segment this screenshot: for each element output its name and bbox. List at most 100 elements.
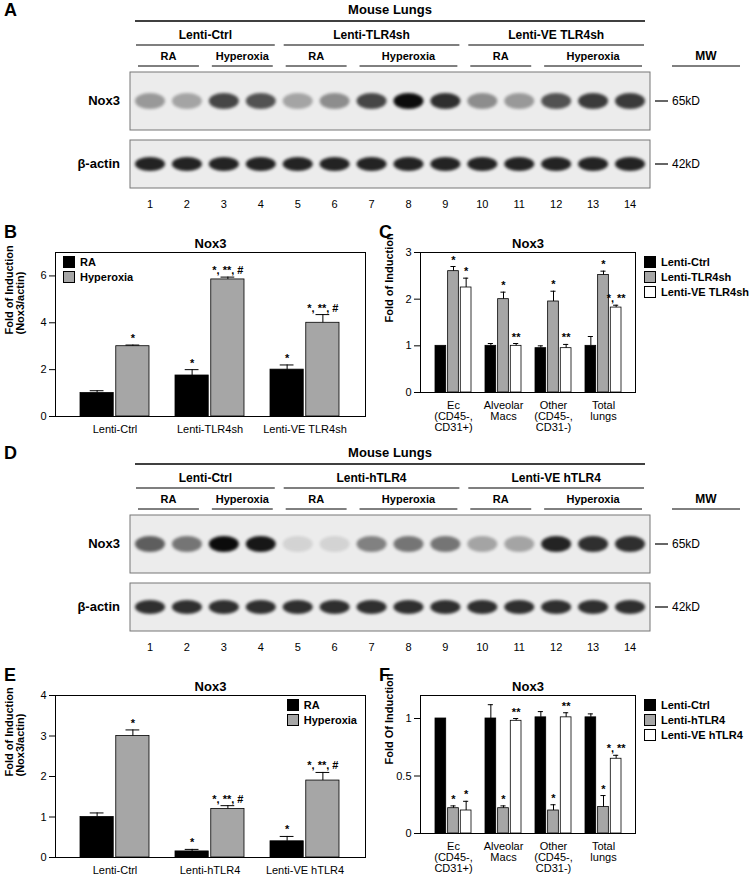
svg-text:Ec(CD45-,CD31+): Ec(CD45-,CD31+) xyxy=(434,399,473,433)
svg-text:11: 11 xyxy=(514,641,525,653)
svg-text:1: 1 xyxy=(405,712,411,724)
svg-text:*: * xyxy=(501,793,506,805)
svg-text:Hyperoxia: Hyperoxia xyxy=(216,50,270,62)
svg-text:Nox3: Nox3 xyxy=(512,679,544,694)
svg-text:*: * xyxy=(601,783,606,795)
svg-text:Other(CD45-,CD31-): Other(CD45-,CD31-) xyxy=(534,840,573,874)
svg-text:Fold Of Induction: Fold Of Induction xyxy=(383,673,395,764)
svg-text:**: ** xyxy=(512,706,521,718)
svg-text:RA: RA xyxy=(161,50,177,62)
svg-text:Nox3: Nox3 xyxy=(88,536,120,551)
svg-text:Hyperoxia: Hyperoxia xyxy=(566,50,620,62)
svg-text:42kD: 42kD xyxy=(672,600,700,614)
svg-text:Totallungs: Totallungs xyxy=(590,840,617,863)
svg-text:0: 0 xyxy=(405,386,411,398)
svg-text:4: 4 xyxy=(258,198,264,210)
svg-text:Mouse Lungs: Mouse Lungs xyxy=(348,445,432,460)
svg-text:10: 10 xyxy=(476,641,488,653)
svg-text:3: 3 xyxy=(221,198,227,210)
svg-text:13: 13 xyxy=(587,641,599,653)
svg-text:Lenti-hTLR4: Lenti-hTLR4 xyxy=(337,471,407,485)
svg-text:6: 6 xyxy=(332,641,338,653)
svg-text:8: 8 xyxy=(405,641,411,653)
svg-text:65kD: 65kD xyxy=(672,94,700,108)
svg-text:Lenti-VE TLR4sh: Lenti-VE TLR4sh xyxy=(263,423,347,435)
svg-text:*: * xyxy=(464,788,469,800)
svg-text:Nox3: Nox3 xyxy=(195,679,227,694)
svg-text:Lenti-TLR4sh: Lenti-TLR4sh xyxy=(177,423,243,435)
svg-text:*: * xyxy=(285,823,290,835)
svg-text:Hyperoxia: Hyperoxia xyxy=(216,493,270,505)
svg-text:2: 2 xyxy=(40,770,46,782)
svg-text:*: * xyxy=(551,278,556,290)
svg-text:*, **, #: *, **, # xyxy=(212,793,243,805)
svg-text:*: * xyxy=(501,279,506,291)
svg-text:MW: MW xyxy=(695,492,717,506)
svg-text:7: 7 xyxy=(368,198,374,210)
svg-text:*: * xyxy=(190,836,195,848)
svg-text:10: 10 xyxy=(476,198,488,210)
svg-text:0: 0 xyxy=(405,827,411,839)
svg-text:9: 9 xyxy=(442,641,448,653)
svg-text:Nox3: Nox3 xyxy=(195,236,227,251)
svg-text:2: 2 xyxy=(184,198,190,210)
svg-text:Hyperoxia: Hyperoxia xyxy=(382,50,436,62)
svg-text:3: 3 xyxy=(221,641,227,653)
svg-text:Mouse Lungs: Mouse Lungs xyxy=(348,2,432,17)
svg-text:MW: MW xyxy=(695,49,717,63)
svg-text:65kD: 65kD xyxy=(672,537,700,551)
svg-text:14: 14 xyxy=(624,641,636,653)
svg-text:8: 8 xyxy=(405,198,411,210)
svg-text:12: 12 xyxy=(550,198,562,210)
svg-text:*: * xyxy=(451,793,456,805)
svg-text:RA: RA xyxy=(308,493,324,505)
svg-text:Lenti-VE hTLR4: Lenti-VE hTLR4 xyxy=(511,471,601,485)
svg-text:4: 4 xyxy=(40,689,46,701)
svg-text:**: ** xyxy=(512,331,521,343)
svg-text:Lenti-Ctrl: Lenti-Ctrl xyxy=(93,864,138,876)
svg-text:6: 6 xyxy=(332,198,338,210)
svg-text:14: 14 xyxy=(624,198,636,210)
svg-text:1: 1 xyxy=(147,198,153,210)
svg-text:Ec(CD45-,CD31+): Ec(CD45-,CD31+) xyxy=(434,840,473,874)
svg-text:*: * xyxy=(551,792,556,804)
svg-text:6: 6 xyxy=(40,269,46,281)
svg-text:Nox3: Nox3 xyxy=(88,93,120,108)
svg-text:*, **, #: *, **, # xyxy=(307,302,338,314)
svg-text:1: 1 xyxy=(147,641,153,653)
svg-text:*, **, #: *, **, # xyxy=(212,264,243,276)
svg-text:4: 4 xyxy=(258,641,264,653)
svg-text:3: 3 xyxy=(40,730,46,742)
svg-text:5: 5 xyxy=(295,641,301,653)
svg-text:Lenti-Ctrl: Lenti-Ctrl xyxy=(93,423,138,435)
svg-text:AlveolarMacs: AlveolarMacs xyxy=(484,840,524,863)
svg-text:Lenti-hTLR4: Lenti-hTLR4 xyxy=(180,864,241,876)
svg-text:*: * xyxy=(464,265,469,277)
svg-text:Totallungs: Totallungs xyxy=(590,399,617,422)
svg-text:4: 4 xyxy=(40,316,46,328)
svg-text:*: * xyxy=(601,258,606,270)
svg-text:β-actin: β-actin xyxy=(77,156,120,171)
svg-text:Fold of Induction: Fold of Induction xyxy=(383,233,395,322)
svg-text:*: * xyxy=(131,717,136,729)
svg-text:RA: RA xyxy=(493,50,509,62)
svg-text:Fold of Induction(Nox3/actin): Fold of Induction(Nox3/actin) xyxy=(3,687,26,776)
svg-text:*: * xyxy=(131,332,136,344)
svg-text:**: ** xyxy=(562,700,571,712)
svg-text:Lenti-VE hTLR4: Lenti-VE hTLR4 xyxy=(266,864,344,876)
svg-text:RA: RA xyxy=(161,493,177,505)
svg-text:RA: RA xyxy=(493,493,509,505)
svg-text:1: 1 xyxy=(405,339,411,351)
svg-text:Nox3: Nox3 xyxy=(512,236,544,251)
svg-text:*, **: *, ** xyxy=(607,292,627,304)
svg-text:0.5: 0.5 xyxy=(396,770,411,782)
svg-text:Lenti-TLR4sh: Lenti-TLR4sh xyxy=(333,28,410,42)
svg-text:2: 2 xyxy=(40,363,46,375)
svg-text:12: 12 xyxy=(550,641,562,653)
svg-text:Hyperoxia: Hyperoxia xyxy=(382,493,436,505)
svg-text:3: 3 xyxy=(405,246,411,258)
svg-text:42kD: 42kD xyxy=(672,157,700,171)
svg-text:*, **: *, ** xyxy=(607,742,627,754)
svg-text:Lenti-Ctrl: Lenti-Ctrl xyxy=(179,471,232,485)
svg-text:0: 0 xyxy=(40,851,46,863)
